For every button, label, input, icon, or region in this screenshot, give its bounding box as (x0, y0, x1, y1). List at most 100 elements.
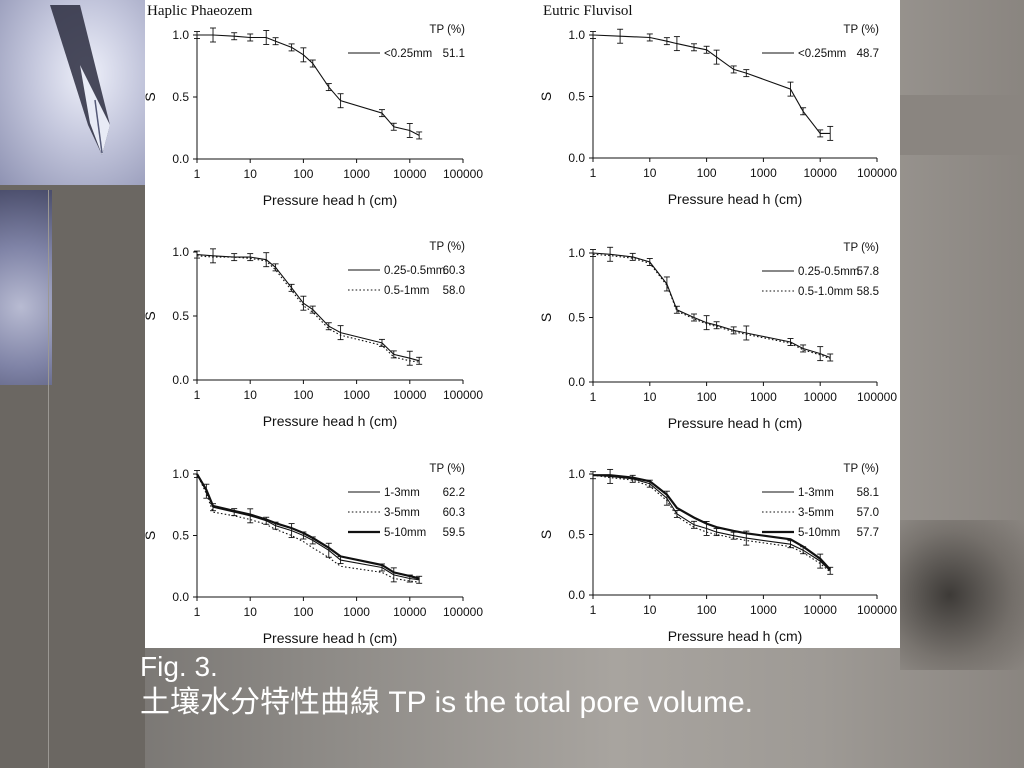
error-bar (309, 305, 316, 314)
error-bar (703, 315, 710, 331)
background-band (900, 95, 1024, 155)
error-bar (673, 36, 680, 52)
legend-title: TP (%) (429, 24, 465, 36)
y-axis-label: S (538, 530, 554, 539)
error-bar (416, 131, 423, 140)
y-axis-label: S (538, 313, 554, 322)
x-tick-label: 1000 (343, 388, 370, 402)
x-tick-label: 10 (244, 167, 258, 181)
series-line-1 (592, 252, 831, 359)
caption-english-text: TP is the total pore volume. (388, 686, 753, 719)
fountain-pen-photo (0, 0, 145, 185)
chart-title: Eutric Fluvisol (543, 3, 633, 19)
series-line-2 (196, 473, 420, 583)
legend-series-name: 3-5mm (798, 507, 834, 519)
legend-tp-value: 58.5 (857, 286, 879, 298)
error-bar (787, 81, 794, 97)
figure-label: Fig. 3. (140, 651, 218, 682)
error-bar (629, 252, 636, 261)
x-tick-label: 1000 (750, 390, 777, 404)
x-tick-label: 1 (194, 605, 201, 619)
y-tick-label: 0.0 (172, 590, 189, 604)
x-axis-label: Pressure head h (cm) (668, 191, 803, 207)
error-bar (300, 47, 307, 63)
legend-series-name: 1-3mm (798, 487, 834, 499)
legend-tp-value: 48.7 (857, 48, 879, 60)
x-tick-label: 10000 (393, 388, 427, 402)
legend-title: TP (%) (843, 24, 879, 36)
x-tick-label: 100000 (857, 603, 897, 617)
legend-title: TP (%) (843, 463, 879, 475)
error-bar (406, 123, 413, 138)
error-bar (607, 468, 614, 484)
legend-tp-value: 59.5 (443, 527, 465, 539)
legend-series-name: 5-10mm (798, 527, 840, 539)
x-tick-label: 10 (643, 390, 657, 404)
error-bar (263, 30, 270, 45)
x-tick-label: 1 (590, 603, 597, 617)
x-tick-label: 10000 (393, 605, 427, 619)
x-tick-label: 1 (590, 166, 597, 180)
error-bar (325, 542, 332, 558)
legend-series-name: <0.25mm (798, 48, 846, 60)
y-tick-label: 0.5 (172, 90, 189, 104)
legend-title: TP (%) (843, 242, 879, 254)
y-tick-label: 1.0 (172, 245, 189, 259)
error-bar (288, 523, 295, 539)
error-bar (646, 33, 653, 42)
error-bar (406, 350, 413, 366)
x-tick-label: 100 (293, 388, 313, 402)
x-tick-label: 1 (194, 388, 201, 402)
error-bar (378, 109, 385, 118)
x-tick-label: 100 (293, 167, 313, 181)
chart-panel-2: Eutric Fluvisol 1 10 100 1000 10000 100000 0.0 0… (538, 3, 897, 207)
error-bar (800, 344, 807, 353)
x-tick-label: 100000 (857, 166, 897, 180)
error-bar (713, 321, 720, 330)
y-tick-label: 1.0 (568, 246, 585, 260)
soil-water-retention-charts: Haplic Phaeozem 1 10 100 1000 10000 100000 0.0 0… (145, 3, 897, 646)
legend-series-name: <0.25mm (384, 48, 432, 60)
error-bar (194, 250, 200, 259)
legend-title: TP (%) (429, 241, 465, 253)
error-bar (416, 356, 423, 365)
error-bar (247, 253, 254, 262)
error-bar (817, 129, 824, 138)
x-tick-label: 10 (244, 605, 258, 619)
x-tick-label: 1000 (343, 167, 370, 181)
x-axis-label: Pressure head h (cm) (263, 192, 398, 208)
x-axis-label: Pressure head h (cm) (263, 413, 398, 429)
chart-panel-5: 1 10 100 1000 10000 100000 0.0 0.5 1.0 Pressure h… (145, 463, 483, 646)
caption-description: 土壤水分特性曲線 TP is the total pore volume. (140, 684, 753, 722)
error-bar (337, 93, 344, 109)
error-bar (300, 295, 307, 311)
y-tick-label: 0.0 (568, 375, 585, 389)
error-bar (690, 520, 697, 529)
series-line-2 (592, 253, 831, 360)
error-bar (663, 37, 670, 46)
error-bar (210, 248, 217, 264)
error-bar (231, 253, 238, 262)
legend-tp-value: 60.3 (443, 265, 465, 277)
y-tick-label: 0.5 (568, 311, 585, 325)
legend-series-name: 0.5-1.0mm (798, 286, 853, 298)
y-tick-label: 1.0 (172, 467, 189, 481)
figure-panel: Haplic Phaeozem 1 10 100 1000 10000 100000 0.0 0… (145, 0, 900, 648)
x-tick-label: 10000 (804, 603, 838, 617)
error-bar (817, 346, 824, 362)
legend-tp-value: 60.3 (443, 507, 465, 519)
error-bar (247, 508, 254, 524)
x-axis-label: Pressure head h (cm) (668, 628, 803, 644)
legend: 1-3mm 58.1 3-5mm 57.0 5-10mm 57.7 (762, 487, 879, 539)
error-bar (617, 28, 624, 44)
chart-title: Haplic Phaeozem (147, 3, 253, 19)
legend-tp-value: 58.0 (443, 285, 465, 297)
x-tick-label: 1 (590, 390, 597, 404)
legend-tp-value: 51.1 (443, 48, 465, 60)
x-tick-label: 100000 (443, 167, 483, 181)
error-bar (210, 27, 217, 43)
error-bar (390, 122, 397, 131)
error-bar (309, 59, 316, 68)
